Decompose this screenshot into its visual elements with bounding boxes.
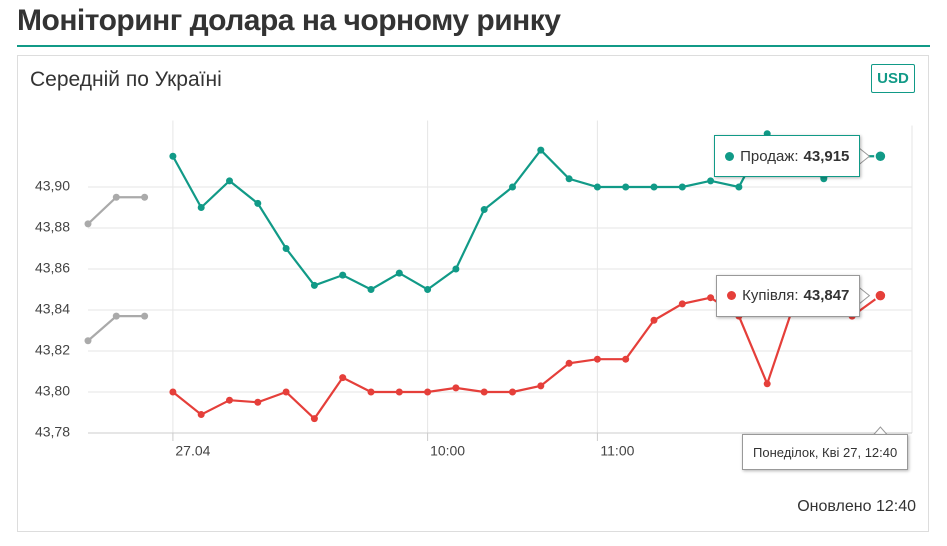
data-point	[424, 388, 432, 396]
data-point	[84, 337, 92, 345]
data-point	[197, 411, 205, 419]
data-point	[254, 199, 262, 207]
data-point	[367, 388, 375, 396]
series-line	[87, 196, 145, 225]
data-point	[593, 183, 601, 191]
data-point	[622, 355, 630, 363]
currency-button[interactable]: USD	[871, 64, 915, 93]
data-point	[763, 380, 771, 388]
x-tick-label: 10:00	[430, 443, 465, 459]
y-tick-label: 43,86	[35, 260, 70, 276]
data-point	[735, 183, 743, 191]
data-point	[141, 193, 149, 201]
data-point	[452, 384, 460, 392]
tooltip-arrow	[858, 147, 871, 166]
data-point	[339, 271, 347, 279]
data-point	[141, 312, 149, 320]
data-point	[452, 265, 460, 273]
data-point	[282, 388, 290, 396]
data-point	[197, 204, 205, 211]
tooltip: Купівля 43,847	[716, 274, 861, 317]
data-point	[395, 269, 403, 277]
series-line	[87, 315, 145, 342]
x-tick-label: 11:00	[600, 443, 634, 459]
data-point	[678, 183, 686, 191]
data-point	[593, 355, 601, 363]
card-subtitle: Середній по Україні	[30, 68, 222, 91]
data-point	[874, 150, 887, 163]
data-point	[282, 245, 290, 252]
x-tick-label: 27.04	[175, 443, 210, 459]
data-point	[650, 183, 658, 191]
data-point	[874, 289, 887, 302]
y-tick-label: 43,80	[35, 383, 70, 399]
updated-label: Оновлено 12:40	[797, 498, 916, 515]
tooltip-series-name: Продаж	[740, 148, 798, 165]
y-tick-label: 43,90	[35, 178, 70, 194]
data-point	[254, 398, 262, 406]
data-point	[310, 415, 318, 423]
data-point	[707, 294, 715, 302]
data-point	[424, 286, 432, 293]
data-point	[622, 183, 630, 191]
title-rule	[17, 45, 930, 47]
data-point	[707, 177, 715, 185]
data-point	[395, 388, 403, 396]
tooltip-marker	[725, 151, 735, 161]
tooltip: Продаж 43,915	[714, 135, 861, 178]
tooltip-value: 43,915	[803, 147, 850, 165]
data-point	[480, 206, 488, 214]
data-point	[509, 388, 516, 396]
data-point	[169, 152, 177, 160]
card	[17, 55, 929, 532]
y-tick-label: 43,84	[35, 301, 70, 317]
data-point	[169, 388, 177, 396]
page-title: Моніторинг долара на чорному ринку	[17, 4, 561, 37]
data-point	[367, 286, 375, 293]
data-point	[509, 183, 516, 191]
data-point	[537, 382, 545, 390]
data-point	[226, 396, 233, 404]
data-point	[565, 359, 573, 367]
y-tick-label: 43,82	[35, 342, 70, 358]
data-point	[226, 177, 233, 185]
data-point	[537, 146, 545, 154]
x-tooltip: Понеділок, Кві 27, 12:40	[742, 434, 909, 470]
data-point	[678, 300, 686, 308]
y-tick-label: 43,78	[35, 424, 70, 440]
tooltip-value: 43,847	[803, 287, 850, 305]
series-line	[172, 294, 882, 421]
data-point	[480, 388, 488, 396]
data-point	[84, 220, 92, 228]
data-point	[565, 175, 573, 183]
data-point	[339, 374, 347, 382]
data-point	[310, 281, 318, 289]
tooltip-marker	[727, 291, 737, 301]
data-point	[112, 193, 120, 201]
y-tick-label: 43,88	[35, 219, 70, 235]
tooltip-series-name: Купівля	[742, 287, 798, 304]
data-point	[112, 312, 120, 320]
tooltip-arrow	[858, 286, 871, 305]
data-point	[650, 316, 658, 324]
